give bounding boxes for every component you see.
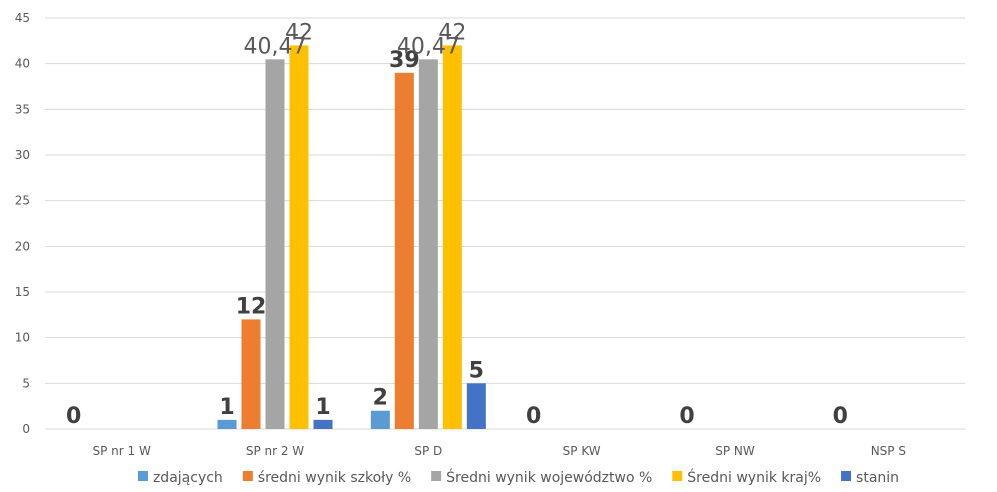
data-label: 42 xyxy=(285,20,313,45)
data-label: 0 xyxy=(526,404,541,429)
legend-item: średni wynik szkoły % xyxy=(242,470,411,486)
x-tick-label: SP KW xyxy=(563,444,601,458)
legend-item: stanin xyxy=(841,470,899,486)
data-label: 5 xyxy=(469,358,484,383)
gridlines xyxy=(45,17,965,430)
bar xyxy=(217,419,237,429)
legend: zdających średni wynik szkoły % Średni wyn… xyxy=(137,468,899,486)
data-label: 40,47 xyxy=(397,34,460,59)
bar xyxy=(370,410,390,429)
legend-label: Średni wynik województwo % xyxy=(446,468,652,486)
bar xyxy=(466,383,486,429)
x-tick-label: SP NW xyxy=(715,444,755,458)
data-label: 0 xyxy=(679,404,694,429)
bar xyxy=(313,419,333,429)
legend-swatch xyxy=(841,471,852,481)
y-tick-label: 25 xyxy=(15,194,30,208)
y-tick-label: 30 xyxy=(15,148,30,162)
legend-item: Średni wynik kraj% xyxy=(672,468,821,486)
legend-swatch xyxy=(431,471,442,481)
data-label: 2 xyxy=(373,386,388,411)
legend-swatch xyxy=(672,471,683,481)
data-label: 42 xyxy=(438,20,466,45)
bar xyxy=(442,45,462,430)
y-tick-label: 10 xyxy=(15,331,30,345)
legend-label: Średni wynik kraj% xyxy=(687,468,821,486)
y-axis-ticks: 0 5 10 15 20 25 30 35 40 45 xyxy=(15,11,30,436)
bar xyxy=(394,72,414,430)
y-tick-label: 20 xyxy=(15,239,30,253)
legend-label: stanin xyxy=(856,470,899,486)
data-label: 39 xyxy=(389,48,420,73)
bar xyxy=(241,319,261,429)
legend-swatch xyxy=(242,471,253,481)
data-label: 12 xyxy=(236,294,267,319)
legend-item: zdających xyxy=(137,470,223,486)
data-label: 1 xyxy=(219,395,234,420)
y-tick-label: 45 xyxy=(15,11,30,25)
y-tick-label: 0 xyxy=(22,422,30,436)
bars xyxy=(217,45,486,430)
bar xyxy=(289,45,309,430)
legend-swatch xyxy=(137,471,148,481)
data-label: 0 xyxy=(66,404,81,429)
y-tick-label: 35 xyxy=(15,102,30,116)
legend-item: Średni wynik województwo % xyxy=(431,468,652,486)
x-tick-label: NSP S xyxy=(871,444,906,458)
bar xyxy=(265,59,285,430)
x-tick-label: SP D xyxy=(414,444,442,458)
data-label: 1 xyxy=(315,395,330,420)
x-tick-label: SP nr 2 W xyxy=(246,444,304,458)
y-tick-label: 5 xyxy=(22,376,30,390)
legend-label: zdających xyxy=(153,470,223,486)
legend-label: średni wynik szkoły % xyxy=(258,470,411,486)
data-label: 40,47 xyxy=(244,34,307,59)
x-axis-ticks: SP nr 1 W SP nr 2 W SP D SP KW SP NW NSP S xyxy=(92,444,905,458)
y-tick-label: 15 xyxy=(15,285,30,299)
bar xyxy=(418,59,438,430)
data-label: 0 xyxy=(833,404,848,429)
x-tick-label: SP nr 1 W xyxy=(92,444,150,458)
y-tick-label: 40 xyxy=(15,57,30,71)
